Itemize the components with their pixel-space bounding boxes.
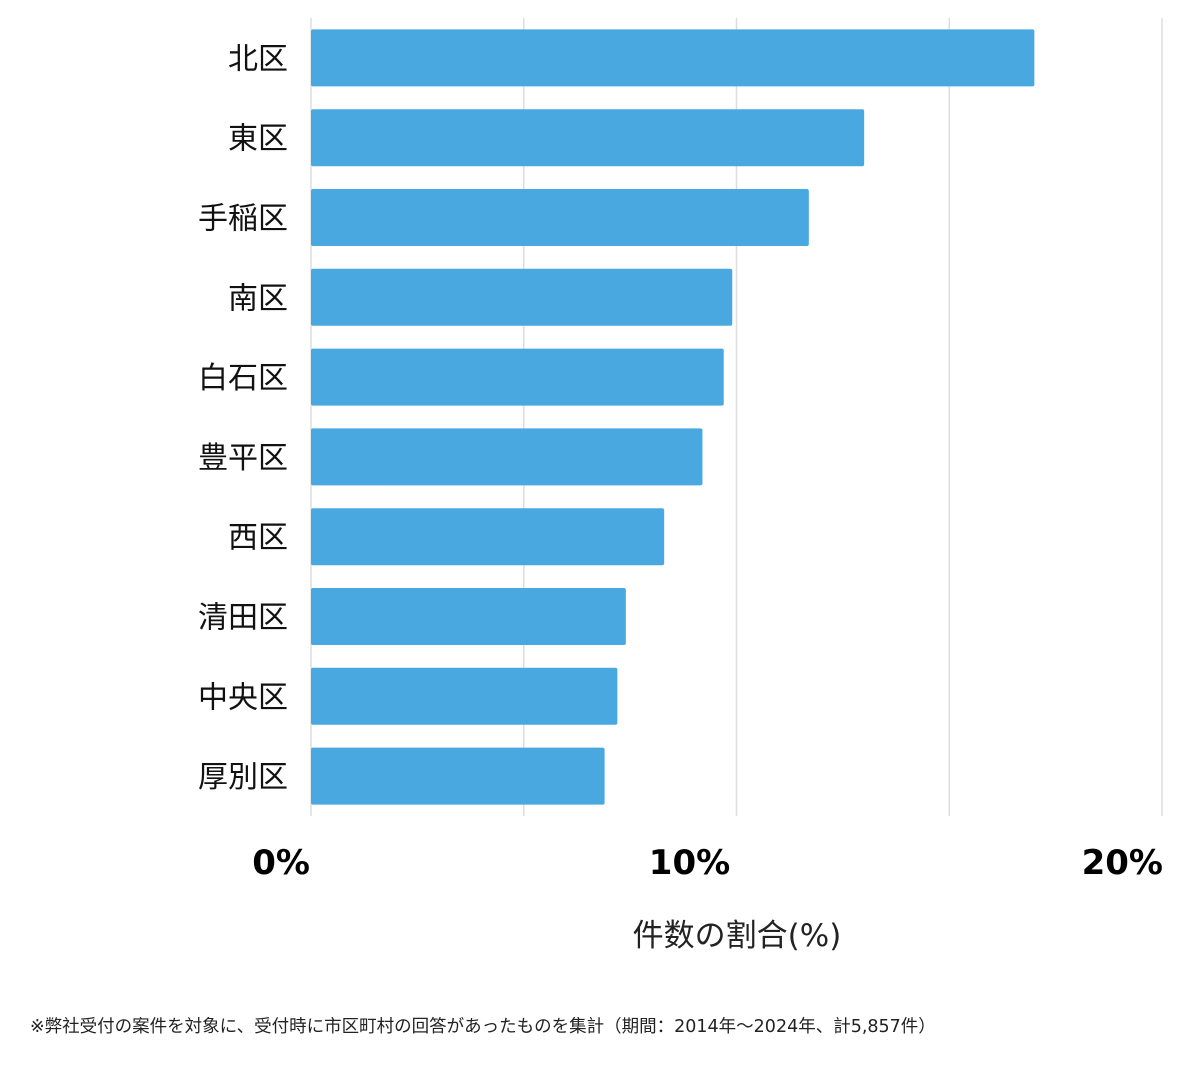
x-tick-label: 10% <box>649 843 730 883</box>
bar-4 <box>311 348 724 406</box>
category-label: 豊平区 <box>198 441 288 476</box>
bar-0 <box>311 29 1035 87</box>
bar-9 <box>311 747 605 805</box>
bar-3 <box>311 268 733 326</box>
category-label: 厚別区 <box>198 760 288 795</box>
bar-5 <box>311 428 703 486</box>
bar-8 <box>311 667 618 725</box>
x-tick-label: 0% <box>252 843 310 883</box>
bar-2 <box>311 189 809 246</box>
bar-6 <box>311 508 665 566</box>
footnote: ※弊社受付の案件を対象に、受付時に市区町村の回答があったものを集計（期間：201… <box>30 1017 936 1037</box>
bars <box>311 29 1035 805</box>
category-label: 白石区 <box>198 361 288 396</box>
category-label: 東区 <box>228 122 288 157</box>
x-tick-label: 20% <box>1082 843 1163 883</box>
category-label: 西区 <box>228 521 288 556</box>
bar-7 <box>311 588 626 645</box>
x-tick-labels: 0% 10% 20% <box>252 843 1163 883</box>
category-label: 北区 <box>228 42 288 77</box>
bar-1 <box>311 109 865 167</box>
category-label: 中央区 <box>198 680 288 715</box>
x-axis-title: 件数の割合(%) <box>633 918 842 954</box>
category-label: 南区 <box>228 281 288 316</box>
category-label: 清田区 <box>198 601 288 636</box>
category-label: 手稲区 <box>198 202 288 237</box>
